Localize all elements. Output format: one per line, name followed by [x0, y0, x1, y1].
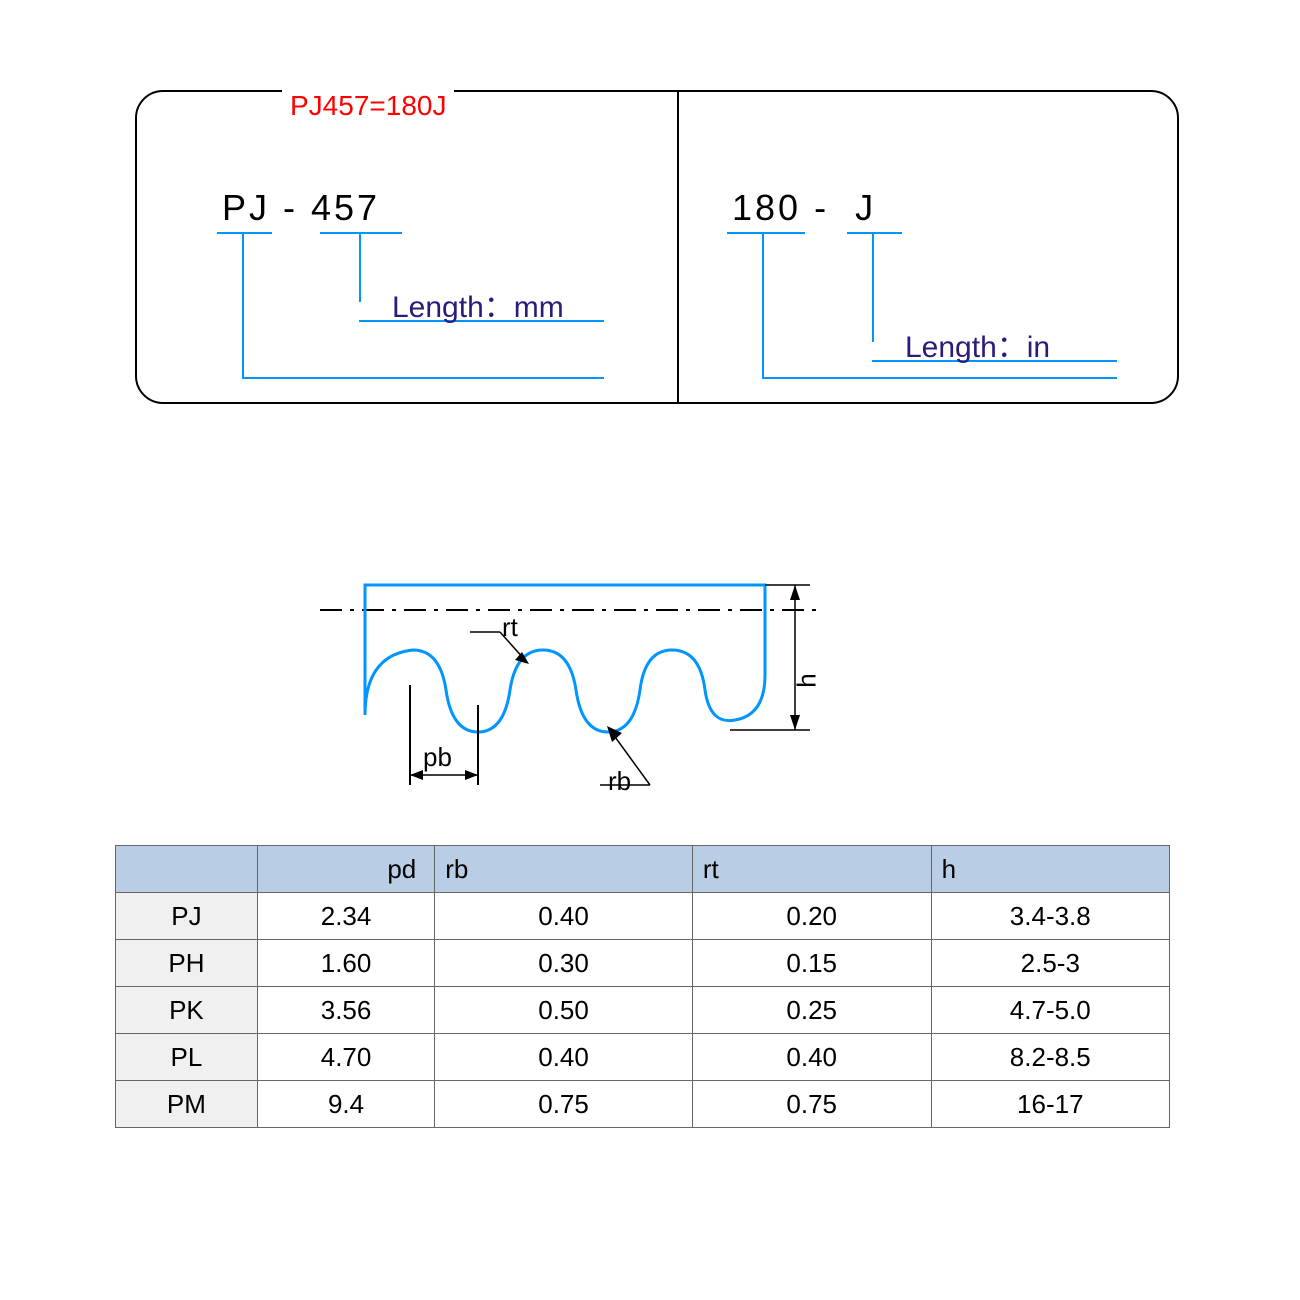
table-row: PJ 2.34 0.40 0.20 3.4-3.8	[116, 893, 1170, 940]
cell-pd: 3.56	[257, 987, 434, 1034]
right-part2: J	[855, 187, 876, 228]
cell-pd: 9.4	[257, 1081, 434, 1128]
left-part1: PJ	[222, 187, 270, 228]
ul-right-2	[847, 232, 902, 234]
brk-l1-h	[242, 377, 604, 379]
cell-pd: 2.34	[257, 893, 434, 940]
row-label: PJ	[116, 893, 258, 940]
cross-section-diagram: rt rb pb h	[310, 570, 850, 820]
box-title: PJ457=180J	[282, 90, 454, 122]
row-label: PM	[116, 1081, 258, 1128]
cell-rt: 0.15	[692, 940, 931, 987]
brk-l2-v	[359, 232, 361, 302]
cell-h: 4.7-5.0	[931, 987, 1169, 1034]
th-rb: rb	[435, 846, 693, 893]
right-code: 180 - J	[732, 187, 876, 229]
cross-section-svg	[310, 570, 850, 820]
th-h: h	[931, 846, 1169, 893]
left-dash: -	[270, 187, 311, 228]
cell-rt: 0.20	[692, 893, 931, 940]
right-length-label: Length：in	[905, 322, 1050, 366]
table-row: PK 3.56 0.50 0.25 4.7-5.0	[116, 987, 1170, 1034]
label-h: h	[792, 673, 823, 687]
left-part2: 457	[311, 187, 380, 228]
cell-rb: 0.40	[435, 893, 693, 940]
cell-h: 16-17	[931, 1081, 1169, 1128]
cell-rb: 0.30	[435, 940, 693, 987]
cell-pd: 4.70	[257, 1034, 434, 1081]
box-divider	[677, 92, 679, 402]
row-label: PH	[116, 940, 258, 987]
right-part1: 180	[732, 187, 801, 228]
brk-l1-v	[242, 232, 244, 377]
cell-pd: 1.60	[257, 940, 434, 987]
right-dash: -	[801, 187, 842, 228]
row-label: PK	[116, 987, 258, 1034]
cell-rt: 0.25	[692, 987, 931, 1034]
brk-r1-h	[762, 377, 1117, 379]
diagram-container: PJ457=180J PJ - 457 Length：mm 180 - J Le…	[70, 55, 1230, 1215]
cell-rt: 0.75	[692, 1081, 931, 1128]
cell-rb: 0.75	[435, 1081, 693, 1128]
label-rt: rt	[502, 612, 518, 643]
th-rt: rt	[692, 846, 931, 893]
table-body: PJ 2.34 0.40 0.20 3.4-3.8 PH 1.60 0.30 0…	[116, 893, 1170, 1128]
cell-rb: 0.50	[435, 987, 693, 1034]
cell-rb: 0.40	[435, 1034, 693, 1081]
cell-h: 2.5-3	[931, 940, 1169, 987]
brk-r2-v	[872, 232, 874, 342]
spec-table: pd rb rt h PJ 2.34 0.40 0.20 3.4-3.8 PH …	[115, 845, 1170, 1128]
table-header-row: pd rb rt h	[116, 846, 1170, 893]
label-rb: rb	[608, 766, 631, 797]
ul-left-1	[217, 232, 272, 234]
brk-r1-v	[762, 232, 764, 377]
table-row: PM 9.4 0.75 0.75 16-17	[116, 1081, 1170, 1128]
th-pd: pd	[257, 846, 434, 893]
nomenclature-box: PJ457=180J PJ - 457 Length：mm 180 - J Le…	[135, 90, 1179, 404]
table-row: PH 1.60 0.30 0.15 2.5-3	[116, 940, 1170, 987]
ul-right-1	[727, 232, 805, 234]
table-row: PL 4.70 0.40 0.40 8.2-8.5	[116, 1034, 1170, 1081]
cell-h: 3.4-3.8	[931, 893, 1169, 940]
ul-left-2	[320, 232, 402, 234]
left-length-label: Length：mm	[392, 282, 564, 326]
cell-h: 8.2-8.5	[931, 1034, 1169, 1081]
row-label: PL	[116, 1034, 258, 1081]
cell-rt: 0.40	[692, 1034, 931, 1081]
left-code-pj: PJ - 457	[222, 187, 380, 229]
label-pb: pb	[423, 742, 452, 773]
th-blank	[116, 846, 258, 893]
